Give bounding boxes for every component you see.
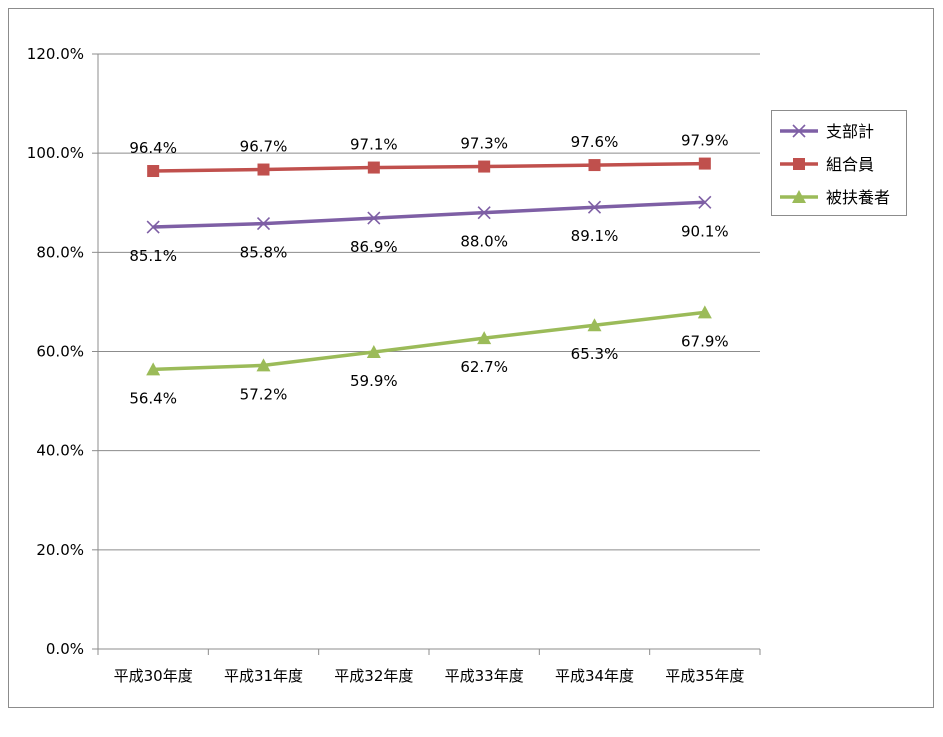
x-tick-label: 平成30年度 [114,667,193,685]
chart-frame [8,8,934,708]
data-label: 96.4% [129,139,177,157]
y-tick-label: 100.0% [27,144,84,162]
data-point-stroke [587,200,602,214]
data-label: 90.1% [681,222,729,240]
series-line [153,310,706,372]
axes [92,53,761,655]
y-tick-label: 40.0% [36,442,84,460]
data-label: 62.7% [460,358,508,376]
data-label: 88.0% [460,233,508,251]
data-label: 67.9% [681,332,729,350]
data-point [257,163,270,176]
data-point [147,165,160,178]
data-point [698,195,712,209]
data-label: 97.9% [681,132,729,150]
gridlines [98,53,760,551]
data-point-stroke [477,206,491,220]
series-line [153,161,705,173]
data-point-stroke [792,124,806,138]
data-label: 65.3% [571,345,619,363]
data-point [146,220,160,234]
x-tick-label: 平成31年度 [224,667,303,685]
data-point [477,331,492,345]
data-point-stroke [367,211,381,225]
data-point [367,161,380,174]
series-line [153,200,705,229]
legend-label: 被扶養者 [826,188,890,207]
data-label: 56.4% [129,389,177,407]
data-label: 86.9% [350,238,398,256]
data-label: 57.2% [240,385,288,403]
x-tick-label: 平成32年度 [334,667,413,685]
y-tick-label: 60.0% [36,343,84,361]
data-label: 59.9% [350,372,398,390]
data-point [256,217,271,231]
data-point [478,160,491,173]
data-point-stroke [698,195,712,209]
data-point [697,305,712,319]
data-label: 85.1% [129,247,177,265]
data-label: 97.6% [571,133,619,151]
data-point [792,124,806,138]
x-tick-label: 平成35年度 [665,667,744,685]
series-group [146,157,712,376]
data-label: 96.7% [240,138,288,156]
data-label: 97.1% [350,136,398,154]
data-label: 97.3% [460,135,508,153]
y-tick-label: 120.0% [27,45,84,63]
data-label: 89.1% [571,227,619,245]
x-axis-ticks: 平成30年度 平成31年度 平成32年度 平成33年度 平成34年度 平成35年度 [114,667,745,685]
data-point-stroke [146,220,160,234]
data-point [256,358,271,372]
data-point [367,211,381,225]
data-point [792,190,806,203]
legend-label: 支部計 [826,122,874,141]
data-point [587,318,602,332]
x-tick-label: 平成33年度 [445,667,524,685]
y-tick-label: 0.0% [46,640,84,658]
y-tick-label: 20.0% [36,541,84,559]
data-point [588,159,601,172]
data-point-stroke [256,217,271,231]
legend: 支部計組合員被扶養者 [771,110,907,216]
data-point [587,200,602,214]
legend-label: 組合員 [826,155,874,174]
data-point [793,158,805,170]
data-point [146,362,161,376]
data-point [477,206,491,220]
data-labels: 85.1% 85.8% 86.9% 88.0% 89.1% 90.1% 96.4% 96.7%… [129,132,728,408]
data-label: 85.8% [240,244,288,262]
y-tick-label: 80.0% [36,243,84,261]
data-point [698,157,711,170]
y-axis-ticks: 0.0% 20.0% 40.0% 60.0% 80.0% 100.0% 120.0% [27,45,84,658]
data-point [366,344,381,358]
x-tick-label: 平成34年度 [555,667,634,685]
